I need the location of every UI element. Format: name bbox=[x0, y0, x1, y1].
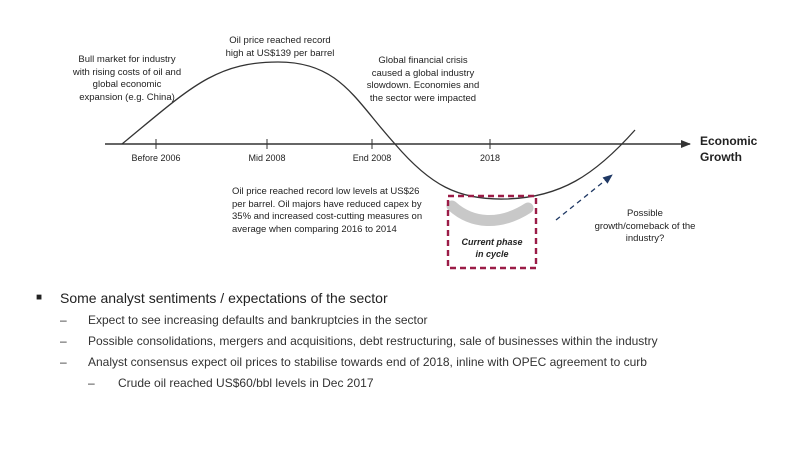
sub-bullet: – Expect to see increasing defaults and … bbox=[60, 310, 800, 331]
annotation-line: 35% and increased cost-cutting measures … bbox=[232, 211, 423, 222]
economic-cycle-curve bbox=[121, 61, 636, 200]
record-high-annotation: Oil price reached record high at US$139 … bbox=[200, 35, 360, 60]
annotation-line: the sector were impacted bbox=[369, 92, 477, 104]
annotation-line: caused a global industry bbox=[371, 67, 475, 79]
sub-bullet: – Possible consolidations, mergers and a… bbox=[60, 331, 800, 352]
annotation-line: slowdown. Economies and bbox=[366, 80, 480, 91]
comeback-dashed-arrow bbox=[555, 174, 613, 221]
annotation-line: Global financial crisis bbox=[378, 55, 468, 66]
record-low-annotation: Oil price reached record low levels at U… bbox=[232, 186, 447, 236]
sub-sub-bullet-text: Crude oil reached US$60/bbl levels in De… bbox=[118, 376, 374, 390]
sub-bullet-text: Possible consolidations, mergers and acq… bbox=[88, 334, 658, 348]
current-phase-box bbox=[446, 194, 538, 270]
annotation-line: high at US$139 per barrel bbox=[225, 47, 335, 59]
bull-market-annotation: Bull market for industry with rising cos… bbox=[62, 54, 192, 104]
sub-bullet: – Analyst consensus expect oil prices to… bbox=[60, 352, 800, 373]
current-phase-band bbox=[446, 200, 534, 226]
tick-label-before-2006: Before 2006 bbox=[131, 153, 181, 163]
tick-label-mid-2008: Mid 2008 bbox=[248, 153, 286, 163]
phase-label-line: in cycle bbox=[475, 249, 509, 259]
axis-title: Economic Growth bbox=[700, 133, 757, 165]
bullet-list: ■ Some analyst sentiments / expectations… bbox=[0, 286, 800, 394]
tick-label-2018: 2018 bbox=[479, 153, 501, 163]
current-phase-label: Current phase in cycle bbox=[448, 236, 536, 260]
dash-bullet-icon: – bbox=[60, 334, 67, 348]
annotation-line: with rising costs of oil and bbox=[72, 66, 182, 78]
axis-title-line: Economic bbox=[700, 134, 758, 148]
annotation-line: Oil price reached record low levels at U… bbox=[232, 186, 420, 197]
annotation-line: average when comparing 2016 to 2014 bbox=[232, 223, 397, 235]
main-bullet: ■ Some analyst sentiments / expectations… bbox=[36, 286, 800, 310]
sub-sub-bullet: – Crude oil reached US$60/bbl levels in … bbox=[88, 373, 800, 394]
dash-bullet-icon: – bbox=[60, 313, 67, 327]
square-bullet-icon: ■ bbox=[36, 292, 43, 303]
sub-bullet-text: Expect to see increasing defaults and ba… bbox=[88, 313, 428, 327]
annotation-line: global economic bbox=[92, 79, 162, 90]
comeback-annotation: Possible growth/comeback of the industry… bbox=[580, 208, 710, 246]
annotation-line: Oil price reached record bbox=[229, 35, 331, 46]
economic-cycle-diagram bbox=[105, 61, 691, 270]
annotation-line: per barrel. Oil majors have reduced cape… bbox=[232, 198, 422, 210]
tick-label-end-2008: End 2008 bbox=[352, 153, 392, 163]
annotation-line: Bull market for industry bbox=[78, 54, 176, 65]
sub-bullet-text: Analyst consensus expect oil prices to s… bbox=[88, 355, 647, 369]
annotation-line: Possible bbox=[627, 208, 663, 219]
annotation-line: growth/comeback of the bbox=[594, 220, 696, 232]
axis-title-line: Growth bbox=[700, 150, 742, 164]
dash-bullet-icon: – bbox=[60, 355, 67, 369]
main-bullet-text: Some analyst sentiments / expectations o… bbox=[60, 290, 388, 306]
annotation-line: industry? bbox=[625, 233, 665, 244]
annotation-line: expansion (e.g. China) bbox=[79, 91, 175, 103]
financial-crisis-annotation: Global financial crisis caused a global … bbox=[358, 55, 488, 105]
phase-label-line: Current phase bbox=[461, 237, 523, 247]
dash-bullet-icon: – bbox=[88, 376, 95, 390]
